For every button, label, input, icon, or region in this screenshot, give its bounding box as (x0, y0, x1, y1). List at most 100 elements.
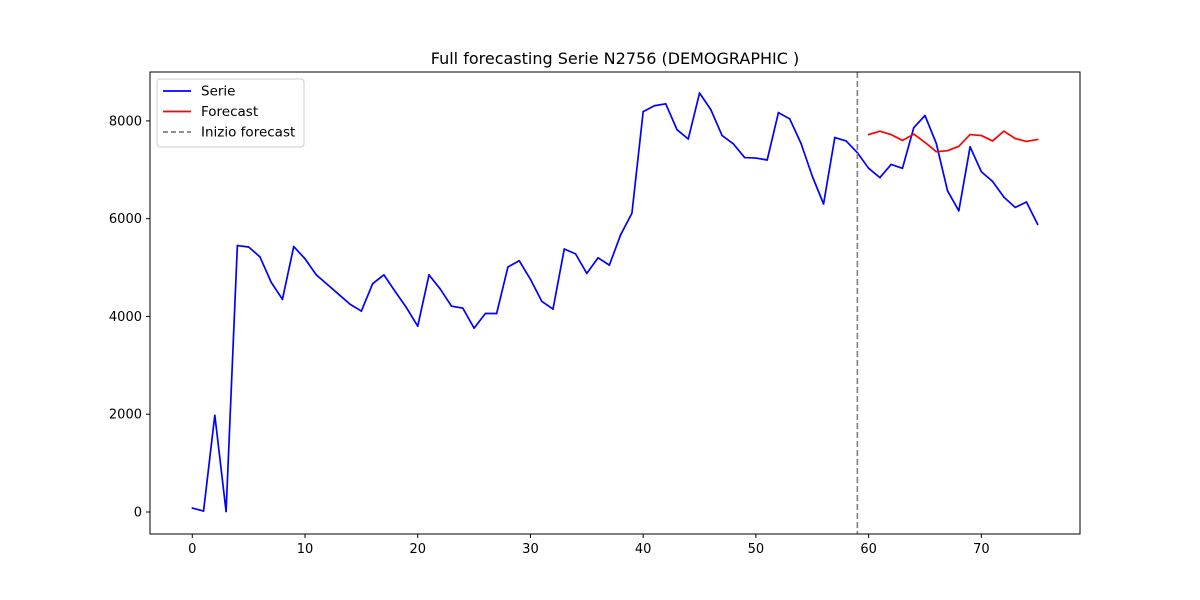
plot-area (191, 72, 1039, 534)
data-point-serie (980, 170, 983, 173)
data-point-serie (676, 128, 678, 131)
series-forecast (867, 130, 1039, 153)
data-point-serie (281, 298, 284, 301)
data-point-serie (202, 510, 205, 512)
data-point-serie (664, 102, 667, 105)
data-point-serie (1025, 201, 1028, 203)
data-point-forecast (912, 133, 915, 135)
series-line-forecast (868, 130, 1038, 153)
data-point-serie (834, 136, 836, 139)
data-point-serie (507, 266, 509, 268)
data-point-serie (1036, 223, 1039, 226)
legend-label-inizio-forecast: Inizio forecast (201, 125, 295, 141)
data-point-forecast (1036, 138, 1039, 141)
data-point-forecast (890, 133, 892, 136)
data-point-forecast (1003, 130, 1005, 132)
data-point-forecast (980, 134, 983, 137)
data-point-serie (1003, 196, 1005, 198)
data-point-serie (439, 288, 442, 290)
data-point-forecast (991, 140, 994, 142)
data-point-serie (214, 414, 216, 417)
data-point-serie (191, 507, 194, 509)
y-tick-label: 8000 (109, 114, 142, 129)
chart-title: Full forecasting Serie N2756 (DEMOGRAPHI… (431, 49, 799, 68)
data-point-forecast (867, 133, 870, 136)
data-point-serie (698, 92, 701, 94)
data-point-serie (484, 312, 487, 315)
axes: 0 10 20 30 40 50 60 70 0 2000 4000 6000 8000 (109, 71, 1081, 557)
y-tick-label: 4000 (109, 310, 142, 325)
x-tick-label: 50 (748, 542, 765, 557)
data-point-forecast (969, 133, 971, 136)
data-point-serie (394, 290, 396, 293)
data-point-forecast (879, 130, 881, 132)
data-point-serie (687, 138, 690, 140)
data-point-serie (777, 111, 780, 114)
data-point-serie (405, 306, 408, 309)
data-point-serie (518, 259, 520, 262)
data-point-serie (642, 110, 644, 113)
data-point-serie (552, 308, 554, 310)
data-point-serie (586, 272, 588, 275)
data-point-serie (991, 180, 994, 183)
data-point-serie (958, 210, 960, 212)
y-tick-label: 2000 (109, 408, 142, 423)
data-point-serie (901, 167, 904, 170)
data-point-serie (315, 274, 318, 276)
legend-label-serie: Serie (201, 84, 235, 100)
data-point-serie (721, 134, 723, 137)
data-point-serie (969, 146, 971, 148)
data-point-serie (867, 167, 870, 170)
data-point-forecast (935, 150, 938, 153)
x-tick-label: 70 (973, 542, 990, 557)
data-point-serie (292, 245, 295, 248)
x-tick-label: 0 (188, 542, 196, 557)
legend: Serie Forecast Inizio forecast (156, 78, 305, 148)
data-point-serie (822, 203, 825, 205)
data-point-serie (924, 114, 926, 117)
x-tick-label: 30 (522, 542, 539, 557)
data-point-serie (383, 274, 385, 276)
data-point-forecast (1014, 137, 1016, 140)
data-point-serie (270, 281, 272, 284)
data-point-serie (428, 274, 430, 276)
x-tick-label: 40 (635, 542, 652, 557)
data-point-forecast (924, 141, 926, 144)
series-line-serie (192, 92, 1039, 513)
data-point-serie (349, 303, 351, 306)
data-point-serie (732, 143, 735, 145)
data-point-serie (225, 510, 227, 513)
x-tick-label: 20 (409, 542, 426, 557)
data-point-serie (800, 142, 802, 145)
data-point-serie (631, 212, 633, 215)
data-point-serie (540, 300, 543, 303)
data-point-serie (574, 253, 577, 255)
data-point-serie (247, 246, 250, 248)
data-point-serie (338, 293, 340, 296)
data-point-serie (946, 190, 949, 192)
data-point-serie (1014, 206, 1016, 209)
data-point-serie (845, 140, 847, 142)
data-point-forecast (958, 145, 960, 148)
data-point-serie (811, 175, 814, 177)
data-point-serie (653, 104, 656, 107)
data-point-serie (597, 256, 599, 259)
data-point-serie (710, 108, 712, 111)
data-point-serie (529, 278, 532, 281)
data-point-forecast (901, 139, 904, 142)
data-point-serie (912, 126, 915, 129)
y-tick-label: 0 (134, 506, 142, 521)
data-point-forecast (946, 149, 949, 152)
data-point-serie (236, 244, 239, 247)
data-point-serie (890, 163, 892, 166)
x-tick-label: 60 (860, 542, 877, 557)
data-point-serie (473, 327, 475, 329)
data-point-serie (743, 156, 746, 159)
data-point-serie (563, 248, 566, 250)
data-point-serie (879, 176, 881, 179)
data-point-serie (360, 310, 363, 312)
data-point-serie (462, 307, 464, 309)
data-point-forecast (1025, 140, 1028, 143)
data-point-serie (608, 264, 611, 266)
data-point-serie (371, 282, 374, 285)
